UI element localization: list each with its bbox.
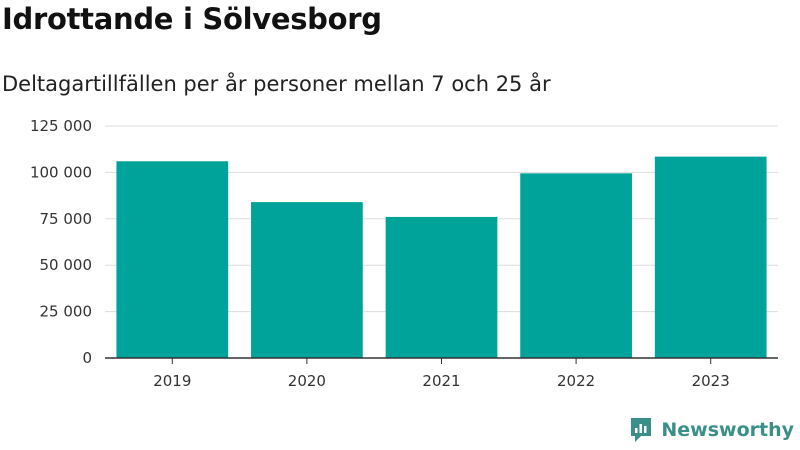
y-tick-label: 100 000 <box>30 163 92 181</box>
brand-logo: Newsworthy <box>629 416 794 444</box>
y-tick-label: 125 000 <box>30 117 92 135</box>
x-tick-label: 2020 <box>288 372 326 390</box>
bars <box>116 156 767 358</box>
brand-name: Newsworthy <box>661 419 794 441</box>
bar-2021 <box>385 216 498 358</box>
x-axis-ticks: 2019 2020 2021 2022 2023 <box>153 358 730 390</box>
y-tick-label: 50 000 <box>40 256 93 274</box>
bar-2023 <box>654 156 767 358</box>
y-axis-ticks: 0 25 000 50 000 75 000 100 000 125 000 <box>30 117 92 367</box>
y-tick-label: 0 <box>82 349 92 367</box>
newsworthy-logo-icon <box>631 418 652 442</box>
chart-subtitle: Deltagartillfällen per år personer mella… <box>2 72 551 96</box>
chart-title: Idrottande i Sölvesborg <box>2 2 382 36</box>
x-tick-label: 2019 <box>153 372 191 390</box>
x-tick-label: 2022 <box>557 372 595 390</box>
bar-2019 <box>116 161 229 358</box>
bar-2022 <box>520 173 632 358</box>
x-tick-label: 2021 <box>422 372 460 390</box>
y-tick-label: 25 000 <box>40 303 93 321</box>
y-tick-label: 75 000 <box>40 210 93 228</box>
x-tick-label: 2023 <box>692 372 730 390</box>
bar-2020 <box>251 202 363 358</box>
